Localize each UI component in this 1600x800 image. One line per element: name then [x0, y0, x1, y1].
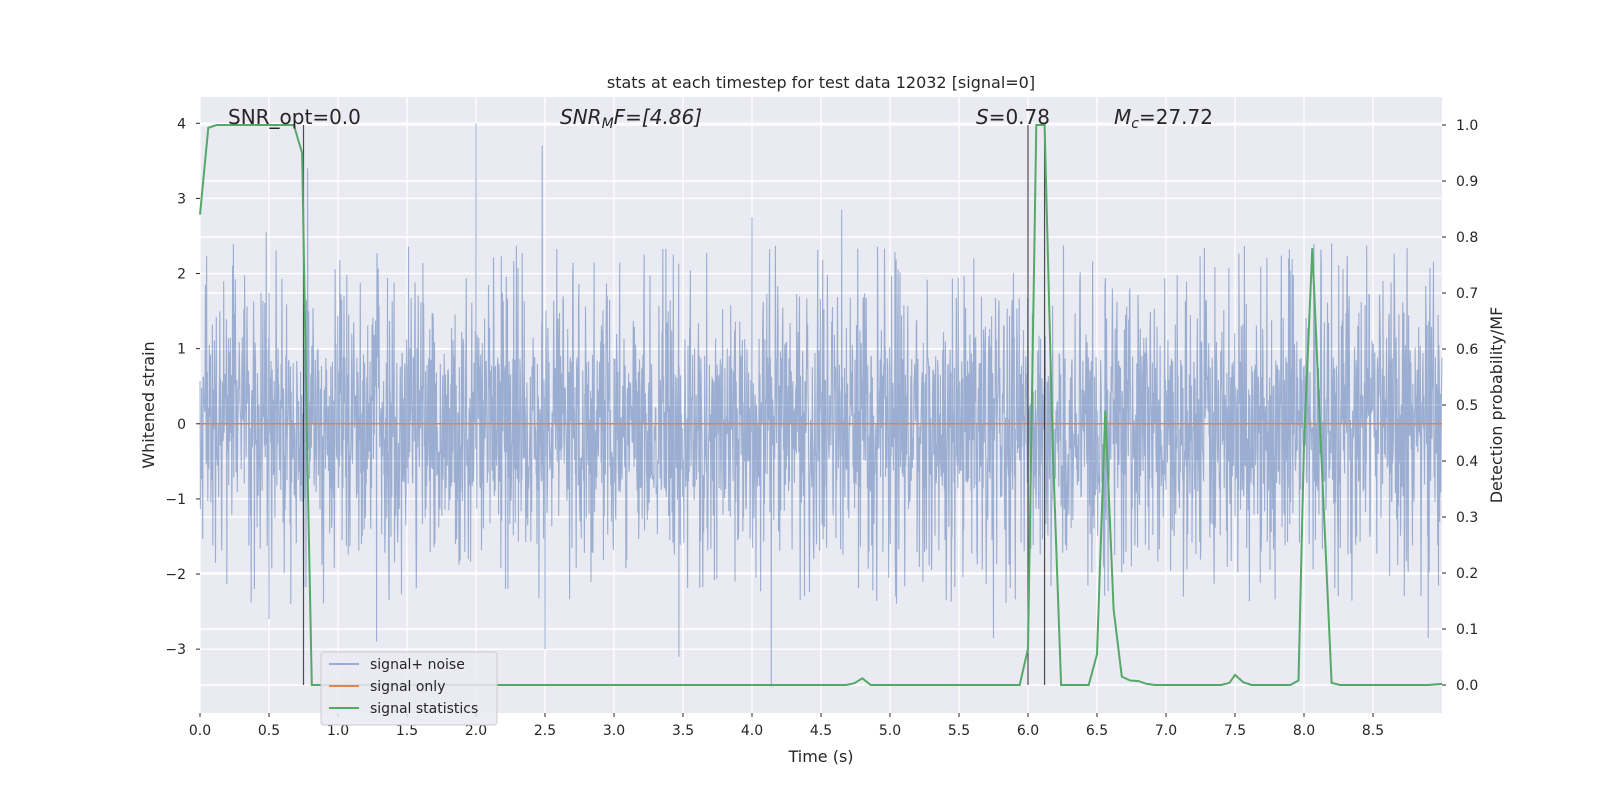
- statistics-line: [199, 124, 1443, 686]
- annotation-snr-mf-value: F=[4.86]: [614, 105, 702, 129]
- x-tick-label: 3.0: [603, 723, 625, 739]
- y-right-tick-label: 0.5: [1456, 398, 1478, 414]
- y-right-tick-label: 0.7: [1456, 286, 1478, 302]
- legend: signal+ noise signal only signal statist…: [320, 651, 498, 726]
- annotation-snr-mf-sub: M: [602, 116, 614, 132]
- y-axis-right-label: Detection probability/MF: [1487, 307, 1506, 504]
- x-tick-label: 0.0: [189, 723, 211, 739]
- x-tick-label: 7.0: [1155, 723, 1177, 739]
- y-right-tick-label: 0.1: [1456, 622, 1478, 638]
- y-left-tick-label: 2: [177, 267, 186, 283]
- legend-label-signal-only: signal only: [370, 679, 445, 695]
- annotation-snr-mf-label: SNR: [560, 105, 602, 129]
- statistics-series: [199, 124, 1443, 686]
- x-tick-label: 5.5: [948, 723, 970, 739]
- noise-line: [199, 123, 1443, 687]
- legend-label-statistics: signal statistics: [370, 701, 478, 717]
- y-right-tick-label: 0.4: [1456, 454, 1478, 470]
- x-tick-label: 6.0: [1017, 723, 1039, 739]
- x-tick-label: 1.5: [396, 723, 418, 739]
- annotation-s-label: S: [976, 105, 989, 129]
- legend-label-noise: signal+ noise: [370, 657, 465, 673]
- y-right-tick-label: 0.0: [1456, 678, 1478, 694]
- annotation-snr-opt: SNR_opt=0.0: [228, 105, 361, 129]
- annotation-mc: Mc=27.72: [1114, 105, 1213, 132]
- y-left-tick-label: −1: [165, 492, 186, 508]
- x-tick-label: 6.5: [1086, 723, 1108, 739]
- x-tick-label: 3.5: [672, 723, 694, 739]
- x-tick-label: 7.5: [1224, 723, 1246, 739]
- x-tick-label: 2.5: [534, 723, 556, 739]
- y-right-tick-label: 0.9: [1456, 174, 1478, 190]
- x-tick-label: 2.0: [465, 723, 487, 739]
- x-tick-label: 8.0: [1293, 723, 1315, 739]
- noise-series: [199, 123, 1443, 687]
- y-left-tick-label: 1: [177, 342, 186, 358]
- annotation-s: S=0.78: [976, 105, 1050, 129]
- y-left-tick-label: 4: [177, 116, 186, 132]
- y-left-tick-label: 3: [177, 191, 186, 207]
- annotation-s-value: =0.78: [989, 105, 1050, 129]
- x-tick-label: 4.5: [810, 723, 832, 739]
- y-left-tick-label: 0: [177, 417, 186, 433]
- y-right-tick-label: 0.3: [1456, 510, 1478, 526]
- y-right-tick-label: 0.2: [1456, 566, 1478, 582]
- annotation-mc-sub: c: [1131, 116, 1139, 132]
- x-axis-label: Time (s): [787, 747, 853, 766]
- y-left-tick-label: −3: [165, 642, 186, 658]
- axis-ticks: 0.0 0.5 1.0 1.5 2.0 2.5 3.0 3.5 4.0 4.5 5.0 5.5 6.0 6…: [165, 116, 1478, 739]
- annotation-mc-label: M: [1114, 105, 1131, 129]
- y-right-tick-label: 0.8: [1456, 230, 1478, 246]
- chart-title: stats at each timestep for test data 120…: [607, 73, 1035, 92]
- y-left-tick-label: −2: [165, 567, 186, 583]
- annotation-snr-mf: SNRMF=[4.86]: [560, 105, 702, 132]
- x-tick-label: 1.0: [327, 723, 349, 739]
- annotation-mc-value: =27.72: [1139, 105, 1213, 129]
- x-tick-label: 8.5: [1362, 723, 1384, 739]
- legend-box: [320, 651, 498, 726]
- x-tick-label: 5.0: [879, 723, 901, 739]
- y-axis-left-label: Whitened strain: [139, 341, 158, 468]
- y-right-tick-label: 0.6: [1456, 342, 1478, 358]
- x-tick-label: 4.0: [741, 723, 763, 739]
- x-tick-label: 0.5: [258, 723, 280, 739]
- y-right-tick-label: 1.0: [1456, 118, 1478, 134]
